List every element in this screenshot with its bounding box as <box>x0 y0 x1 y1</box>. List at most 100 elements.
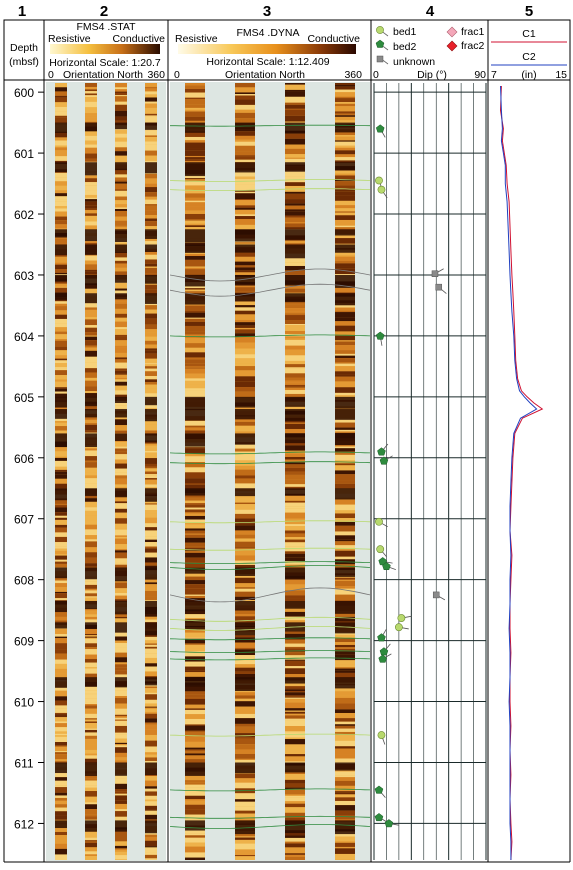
pad-band <box>55 723 67 728</box>
pad-band <box>115 263 127 268</box>
pad-band <box>85 199 97 202</box>
conductive-band <box>335 601 355 614</box>
pad-band <box>185 378 205 381</box>
depth-tick-label: 606 <box>14 452 34 466</box>
pad-band <box>235 366 255 371</box>
pad-band <box>335 136 355 139</box>
pad-band <box>115 647 127 653</box>
pad-band <box>335 660 355 665</box>
pad-band <box>335 695 355 698</box>
pad-band <box>145 329 157 333</box>
pad-band <box>235 342 255 349</box>
pad-band <box>335 734 355 741</box>
pad-band <box>285 157 305 159</box>
pad-band <box>335 255 355 257</box>
pad-band <box>55 327 67 332</box>
pad-band <box>55 731 67 734</box>
pad-band <box>115 390 127 395</box>
pad-band <box>285 288 305 293</box>
pad-band <box>145 418 157 425</box>
pad-band <box>115 703 127 709</box>
pad-band <box>115 189 127 191</box>
pad-band <box>85 182 97 186</box>
pad-band <box>55 653 67 660</box>
pad-band <box>285 91 305 97</box>
pad-band <box>285 377 305 381</box>
pad-band <box>55 804 67 808</box>
pad-band <box>185 614 205 619</box>
pad-band <box>335 106 355 112</box>
pad-band <box>235 698 255 702</box>
pad-band <box>55 456 67 458</box>
conductive-band <box>285 677 305 684</box>
pad-band <box>235 793 255 800</box>
pad-band <box>115 642 127 648</box>
pad-band <box>235 135 255 140</box>
pad-band <box>235 799 255 802</box>
conductive-band <box>185 622 205 630</box>
pad-band <box>145 348 157 351</box>
pad-band <box>115 347 127 353</box>
pad-band <box>85 460 97 463</box>
pad-band <box>115 95 127 97</box>
pad-band <box>335 84 355 87</box>
pad-band <box>145 155 157 161</box>
pad-band <box>145 430 157 434</box>
pad-band <box>85 140 97 145</box>
pad-band <box>55 190 67 194</box>
pad-band <box>55 360 67 364</box>
pad-band <box>85 659 97 663</box>
pad-band <box>185 136 205 141</box>
pad-band <box>335 474 355 481</box>
conductive-band <box>145 162 157 174</box>
pad-band <box>285 526 305 531</box>
pad-band <box>285 668 305 675</box>
pad-band <box>115 405 127 409</box>
pad-band <box>235 322 255 326</box>
conductive-band <box>185 677 205 687</box>
conductive-band <box>55 162 67 173</box>
pad-band <box>115 257 127 261</box>
conductive-band <box>185 601 205 612</box>
pad-band <box>145 324 157 330</box>
pad-band <box>285 542 305 547</box>
conductive-band <box>145 601 157 614</box>
pad-band <box>85 377 97 381</box>
pad-band <box>235 538 255 542</box>
pad-band <box>55 196 67 200</box>
pad-band <box>335 539 355 542</box>
pad-band <box>185 420 205 426</box>
pad-band <box>185 666 205 671</box>
pad-band <box>235 139 255 142</box>
pad-band <box>285 284 305 289</box>
pad-band <box>185 111 205 117</box>
conductive-band <box>235 396 255 408</box>
pad-band <box>235 391 255 398</box>
pad-band <box>185 857 205 860</box>
pad-band <box>185 704 205 709</box>
pad-band <box>85 302 97 308</box>
pad-band <box>335 800 355 806</box>
conductive-band <box>335 122 355 133</box>
pad-band <box>55 286 67 288</box>
pad-band <box>85 319 97 326</box>
conductive-band <box>85 488 97 496</box>
legend-unknown: unknown <box>393 56 435 68</box>
pad-band <box>235 673 255 680</box>
pad-band <box>335 535 355 540</box>
pad-band <box>285 794 305 796</box>
pad-band <box>285 698 305 703</box>
pad-band <box>185 367 205 369</box>
pad-band <box>335 340 355 342</box>
pad-band <box>55 532 67 537</box>
pad-band <box>145 187 157 193</box>
pad-band <box>85 721 97 724</box>
pad-band <box>115 631 127 637</box>
pad-band <box>145 612 157 617</box>
pad-band <box>145 699 157 704</box>
pad-band <box>85 547 97 553</box>
pad-band <box>335 431 355 433</box>
pad-band <box>185 321 205 326</box>
pad-band <box>235 541 255 548</box>
pad-band <box>85 201 97 206</box>
